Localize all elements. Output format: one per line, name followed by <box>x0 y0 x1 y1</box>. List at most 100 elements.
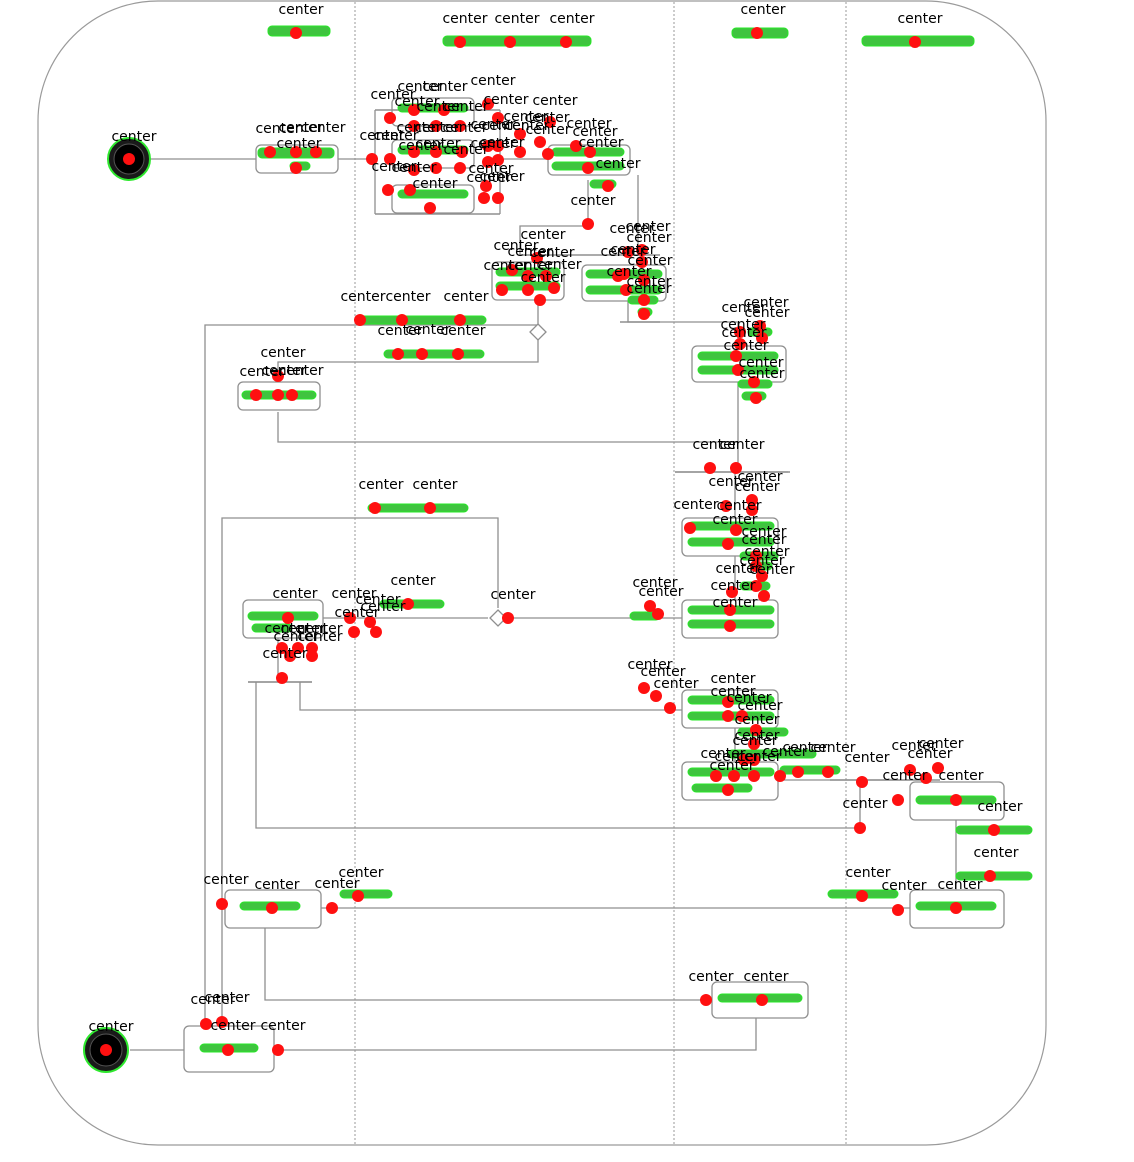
center-label-148: center <box>937 877 982 893</box>
center-label-69: center <box>405 322 450 338</box>
decision-diamond-1 <box>529 323 547 341</box>
center-label-114: center <box>297 629 342 645</box>
center-label-82: center <box>739 366 784 382</box>
center-label-22: center <box>359 128 404 144</box>
center-label-24: center <box>396 120 441 136</box>
center-label-152: center <box>190 992 235 1008</box>
center-label-119: center <box>710 671 755 687</box>
center-label-89: center <box>734 479 779 495</box>
center-label-54: center <box>536 257 581 273</box>
center-label-59: center <box>610 242 655 258</box>
center-marker-133 <box>856 776 868 788</box>
center-label-103: center <box>390 573 435 589</box>
center-label-28: center <box>481 118 526 134</box>
center-label-135: center <box>907 746 952 762</box>
center-label-141: center <box>842 796 887 812</box>
center-marker-70 <box>452 348 464 360</box>
center-marker-41 <box>382 184 394 196</box>
center-marker-24 <box>408 146 420 158</box>
center-marker-15 <box>482 98 494 110</box>
center-label-79: center <box>721 325 766 341</box>
center-label-60: center <box>600 244 645 260</box>
center-label-111: center <box>280 621 325 637</box>
center-marker-129 <box>748 770 760 782</box>
center-label-31: center <box>525 122 570 138</box>
center-label-46: center <box>479 169 524 185</box>
annotation-squiggle-43 <box>691 783 753 793</box>
flow-line-25 <box>255 682 861 829</box>
center-label-16: center <box>394 94 439 110</box>
center-marker-36 <box>408 164 420 176</box>
center-marker-31 <box>542 148 554 160</box>
center-marker-116 <box>638 682 650 694</box>
center-label-50: center <box>507 244 552 260</box>
annotation-squiggle-37 <box>251 623 293 633</box>
center-marker-145 <box>352 890 364 902</box>
center-label-83: center <box>692 437 737 453</box>
activity-layer <box>183 97 1005 1073</box>
center-label-145: center <box>338 865 383 881</box>
center-label-74: center <box>278 363 323 379</box>
center-label-85: center <box>358 477 403 493</box>
center-marker-37 <box>430 162 442 174</box>
center-label-37: center <box>415 136 460 152</box>
center-marker-131 <box>792 766 804 778</box>
node-layer <box>83 137 151 1073</box>
center-label-47: center <box>570 193 615 209</box>
center-label-112: center <box>297 621 342 637</box>
center-marker-60 <box>612 270 624 282</box>
flow-line-17 <box>221 517 499 1030</box>
center-label-93: center <box>741 524 786 540</box>
center-marker-62 <box>620 284 632 296</box>
center-label-55: center <box>520 270 565 286</box>
center-marker-107 <box>364 616 376 628</box>
center-label-113: center <box>273 629 318 645</box>
center-marker-69 <box>416 348 428 360</box>
center-marker-89 <box>746 504 758 516</box>
center-label-153: center <box>204 990 249 1006</box>
center-label-21: center <box>532 93 577 109</box>
center-label-107: center <box>355 592 400 608</box>
center-marker-150 <box>756 994 768 1006</box>
center-label-11: center <box>276 136 321 152</box>
center-label-151: center <box>88 1019 133 1035</box>
center-label-118: center <box>653 676 698 692</box>
diagram-frame <box>37 0 1047 1146</box>
center-label-121: center <box>726 690 771 706</box>
center-label-10: center <box>300 120 345 136</box>
center-label-27: center <box>470 117 515 133</box>
center-label-36: center <box>398 138 443 154</box>
center-label-100: center <box>632 575 677 591</box>
center-label-65: center <box>340 289 385 305</box>
center-marker-144 <box>326 902 338 914</box>
center-label-80: center <box>723 338 768 354</box>
center-marker-73 <box>272 389 284 401</box>
flow-line-6 <box>519 180 589 255</box>
annotation-layer <box>199 25 1033 1053</box>
center-label-139: center <box>977 799 1022 815</box>
center-marker-118 <box>664 702 676 714</box>
flow-line-9 <box>204 324 538 1035</box>
center-label-44: center <box>412 176 457 192</box>
center-marker-1 <box>290 27 302 39</box>
center-label-106: center <box>331 586 376 602</box>
flow-line-11 <box>277 412 738 443</box>
center-label-9: center <box>278 120 323 136</box>
center-marker-87 <box>720 500 732 512</box>
center-marker-39 <box>482 156 494 168</box>
center-marker-72 <box>250 389 262 401</box>
center-marker-47 <box>582 218 594 230</box>
center-marker-55 <box>534 294 546 306</box>
center-marker-52 <box>496 284 508 296</box>
center-marker-109 <box>348 626 360 638</box>
center-marker-119 <box>722 696 734 708</box>
center-label-110: center <box>264 621 309 637</box>
center-label-104: center <box>490 587 535 603</box>
center-label-62: center <box>606 264 651 280</box>
center-label-61: center <box>627 253 672 269</box>
center-marker-103 <box>402 598 414 610</box>
center-label-96: center <box>715 561 760 577</box>
center-marker-57 <box>636 244 648 256</box>
center-label-133: center <box>844 750 889 766</box>
